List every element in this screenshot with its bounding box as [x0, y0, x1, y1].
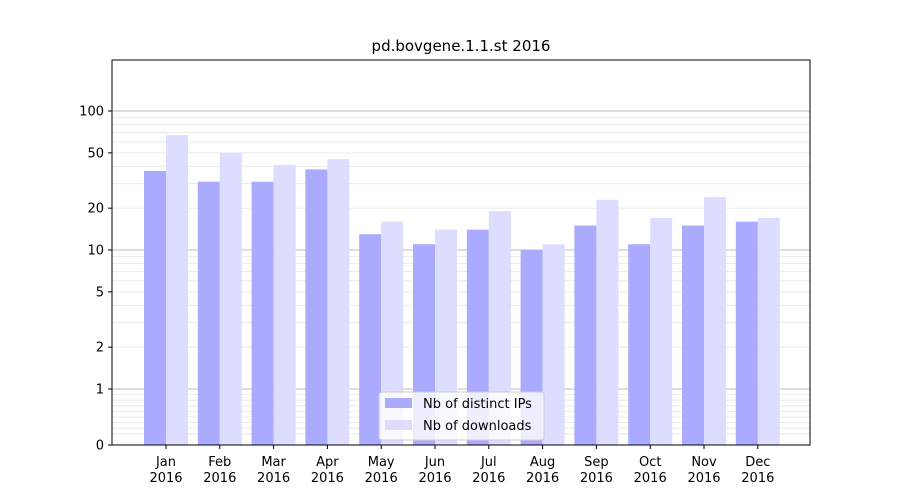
bar-downloads-jun: [435, 229, 457, 445]
bar-downloads-dec: [757, 217, 780, 445]
bar-ips-feb: [197, 181, 220, 445]
x-tick-label-year: 2016: [580, 471, 613, 486]
bar-downloads-mar: [273, 164, 296, 445]
y-tick-label: 0: [96, 439, 104, 454]
x-tick-label-month: Jul: [480, 455, 497, 470]
y-tick-label: 2: [96, 341, 104, 356]
x-tick-label-month: Nov: [691, 455, 717, 470]
legend: Nb of distinct IPs Nb of downloads: [378, 391, 545, 441]
y-tick-label: 20: [87, 202, 104, 217]
bar-downloads-aug: [542, 244, 565, 445]
bar-ips-may: [359, 234, 382, 445]
x-tick-label-month: Feb: [208, 455, 231, 470]
bar-ips-jan: [144, 171, 166, 445]
x-tick-label-year: 2016: [634, 471, 667, 486]
bar-downloads-jan: [166, 135, 188, 445]
bar-downloads-apr: [327, 159, 350, 445]
y-tick-label: 5: [96, 285, 104, 300]
bar-ips-mar: [251, 181, 274, 445]
bar-downloads-feb: [219, 152, 242, 445]
legend-swatch-downloads: [385, 420, 412, 430]
bar-downloads-nov: [704, 197, 726, 445]
x-tick-label-month: Sep: [584, 455, 609, 470]
x-axis: Jan2016Feb2016Mar2016Apr2016May2016Jun20…: [149, 445, 774, 486]
legend-box: [378, 391, 545, 441]
x-tick-label-year: 2016: [311, 471, 344, 486]
bar-ips-apr: [305, 169, 328, 445]
y-tick-label: 50: [87, 146, 104, 161]
bars: [144, 135, 780, 445]
x-tick-label-year: 2016: [257, 471, 290, 486]
x-tick-label-year: 2016: [203, 471, 236, 486]
legend-swatch-ips: [385, 398, 412, 408]
y-tick-label: 1: [96, 383, 104, 398]
x-tick-label-month: May: [368, 455, 395, 470]
bar-downloads-oct: [650, 217, 673, 445]
y-axis: 0 1 2 5 10 20 50 100: [79, 105, 112, 454]
bar-ips-dec: [735, 221, 758, 445]
bar-ips-jul: [466, 229, 489, 445]
x-tick-label-year: 2016: [472, 471, 505, 486]
bar-downloads-may: [381, 221, 404, 445]
x-tick-label-month: Dec: [745, 455, 770, 470]
x-tick-label-month: Oct: [639, 455, 661, 470]
legend-label-ips: Nb of distinct IPs: [423, 397, 532, 412]
bar-ips-nov: [682, 225, 704, 445]
x-tick-label-month: Aug: [530, 455, 555, 470]
x-tick-label-month: Mar: [261, 455, 286, 470]
x-tick-label-year: 2016: [687, 471, 720, 486]
x-tick-label-year: 2016: [365, 471, 398, 486]
x-tick-label-year: 2016: [418, 471, 451, 486]
x-tick-label-month: Jan: [155, 455, 176, 470]
legend-label-downloads: Nb of downloads: [423, 419, 532, 434]
y-tick-label: 100: [79, 105, 104, 120]
x-tick-label-month: Apr: [316, 455, 339, 470]
x-tick-label-year: 2016: [149, 471, 182, 486]
chart-title: pd.bovgene.1.1.st 2016: [372, 37, 551, 55]
bar-downloads-sep: [596, 199, 619, 445]
bar-downloads-jul: [488, 211, 511, 445]
plot-frame: [111, 59, 811, 446]
y-tick-label: 10: [87, 244, 104, 259]
x-tick-label-year: 2016: [741, 471, 774, 486]
x-tick-label-year: 2016: [526, 471, 559, 486]
bar-ips-sep: [574, 225, 597, 445]
x-tick-label-month: Jun: [424, 455, 445, 470]
bar-ips-oct: [628, 244, 651, 445]
